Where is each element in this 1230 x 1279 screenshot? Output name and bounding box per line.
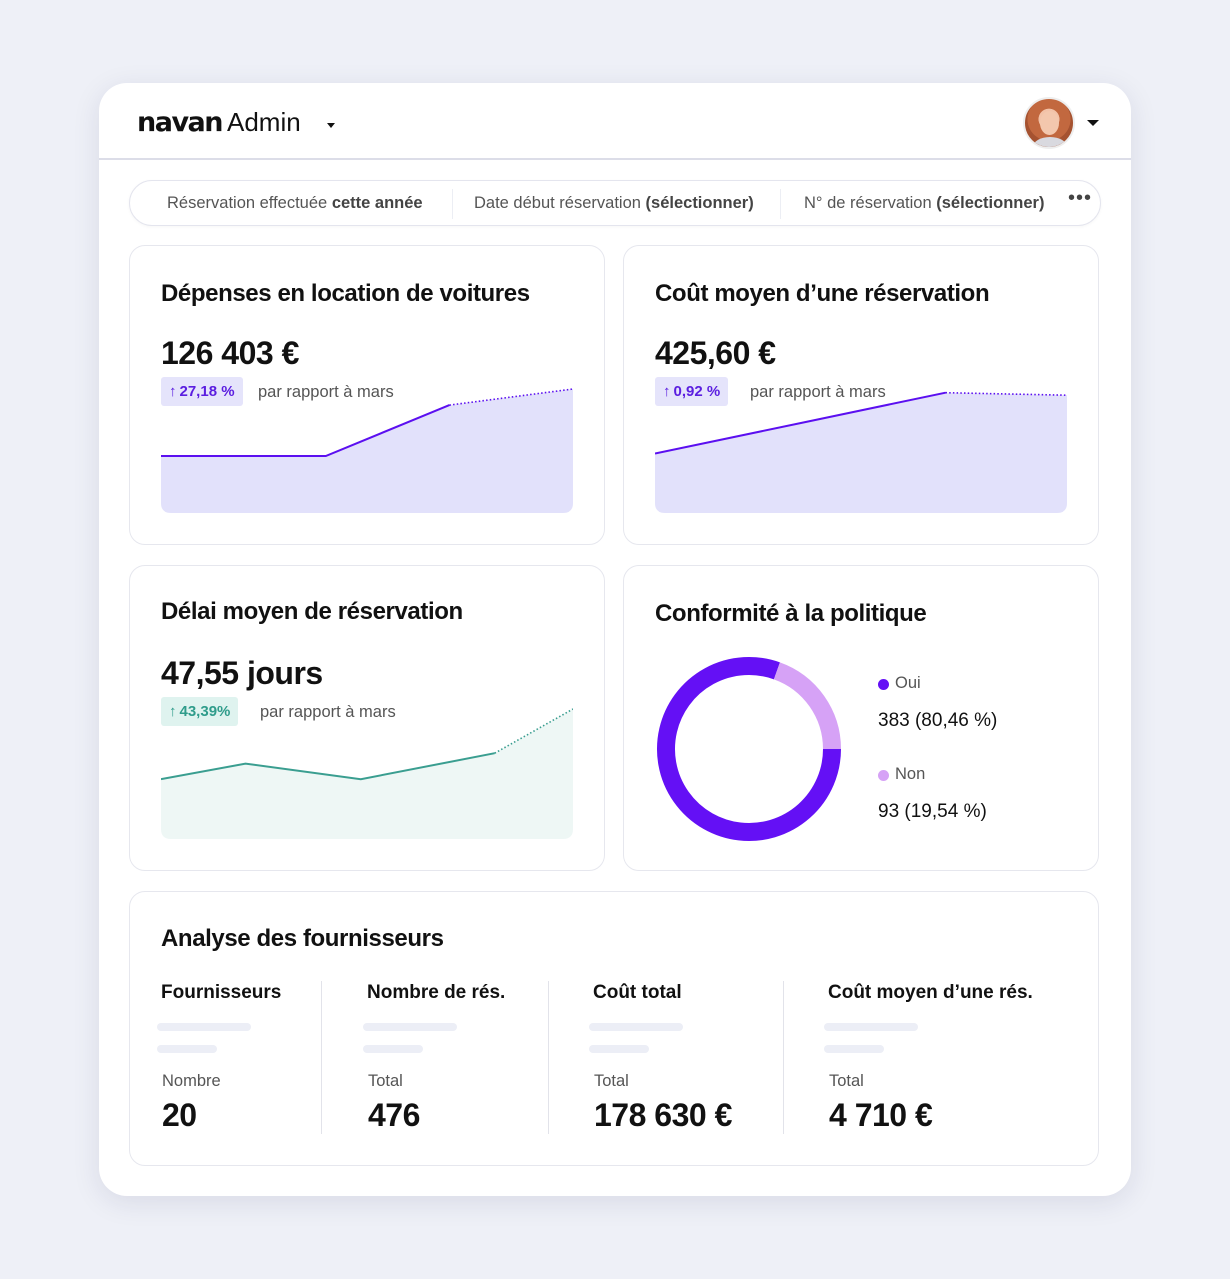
chart-area-fill: [161, 389, 573, 513]
column-sublabel: Total: [368, 1072, 403, 1090]
chart-line-actual: [161, 752, 495, 781]
arrow-up-icon: ↑: [663, 383, 671, 400]
column-header: Coût moyen d’une rés.: [828, 982, 1033, 1003]
change-value: 0,92 %: [673, 383, 721, 400]
card-avg-lead-time: Délai moyen de réservation 47,55 jours ↑…: [129, 565, 605, 871]
supplier-column-bookings: Nombre de rés. Total 476: [363, 982, 547, 1136]
legend-label-oui: Oui: [895, 674, 921, 692]
card-title: Délai moyen de réservation: [161, 598, 463, 625]
supplier-column-avg-cost: Coût moyen d’une rés. Total 4 710 €: [824, 982, 1068, 1136]
card-car-rental-spend: Dépenses en location de voitures 126 403…: [129, 245, 605, 545]
compare-label: par rapport à mars: [750, 383, 886, 401]
compare-label: par rapport à mars: [258, 383, 394, 401]
skeleton-line: [157, 1023, 251, 1031]
admin-window: navan Admin Réservation effectuée cette …: [99, 83, 1131, 1196]
chart-line-projection: [945, 391, 1067, 396]
more-icon[interactable]: •••: [1068, 187, 1093, 209]
change-badge: ↑ 43,39%: [161, 697, 239, 726]
filter-value: (sélectionner): [645, 194, 754, 212]
caret-down-icon[interactable]: [327, 123, 335, 128]
chart-area-fill: [161, 709, 573, 839]
column-value: 178 630 €: [594, 1097, 732, 1133]
chart-area-fill: [655, 392, 1067, 513]
filter-start-date[interactable]: Date début réservation (sélectionner): [474, 194, 754, 213]
column-divider: [321, 981, 322, 1134]
filter-divider: [780, 189, 781, 219]
column-header: Coût total: [593, 982, 682, 1003]
column-sublabel: Total: [829, 1072, 864, 1090]
legend-value-oui: 383 (80,46 %): [878, 710, 998, 731]
app-logo[interactable]: navan Admin: [137, 107, 301, 138]
filter-value: cette année: [331, 194, 423, 212]
legend-value-non: 93 (19,54 %): [878, 801, 987, 822]
lead-time-area-chart: [161, 708, 573, 839]
card-title: Coût moyen d’une réservation: [655, 280, 990, 307]
column-header: Fournisseurs: [161, 982, 282, 1003]
card-title: Conformité à la politique: [655, 600, 927, 627]
card-value: 126 403 €: [161, 335, 299, 371]
card-policy-compliance: Conformité à la politique Oui 383 (80,46…: [623, 565, 1099, 871]
top-bar: navan Admin: [99, 83, 1131, 160]
card-supplier-analysis: Analyse des fournisseurs Fournisseurs No…: [129, 891, 1099, 1166]
chart-line-projection: [494, 708, 573, 754]
card-value: 47,55 jours: [161, 655, 323, 691]
column-header: Nombre de rés.: [367, 982, 506, 1003]
column-value: 4 710 €: [829, 1097, 933, 1133]
compliance-donut-chart: [657, 657, 841, 841]
legend-label-non: Non: [895, 765, 926, 783]
avatar-shirt: [1033, 137, 1067, 147]
supplier-column-suppliers: Fournisseurs Nombre 20: [157, 982, 321, 1136]
change-value: 27,18 %: [179, 383, 235, 400]
navan-logo: navan: [137, 107, 223, 138]
card-avg-booking-cost: Coût moyen d’une réservation 425,60 € ↑ 0…: [623, 245, 1099, 545]
skeleton-line: [589, 1023, 683, 1031]
column-value: 20: [162, 1097, 197, 1133]
spend-area-chart: [161, 388, 573, 513]
card-title: Dépenses en location de voitures: [161, 280, 530, 307]
chart-line-actual: [161, 404, 450, 457]
change-badge: ↑ 27,18 %: [161, 377, 243, 406]
column-sublabel: Total: [594, 1072, 629, 1090]
card-title: Analyse des fournisseurs: [161, 925, 444, 952]
filter-divider: [452, 189, 453, 219]
filter-value: (sélectionner): [936, 194, 1045, 212]
filter-label: Date début réservation: [474, 194, 641, 212]
arrow-up-icon: ↑: [169, 383, 177, 400]
legend-dot-non: [878, 770, 889, 781]
user-avatar[interactable]: [1023, 97, 1075, 149]
change-badge: ↑ 0,92 %: [655, 377, 729, 406]
card-value: 425,60 €: [655, 335, 776, 371]
skeleton-line: [157, 1045, 217, 1053]
skeleton-line: [363, 1045, 423, 1053]
filter-booking-made[interactable]: Réservation effectuée cette année: [167, 194, 423, 213]
chart-line-projection: [449, 388, 573, 406]
avg-cost-area-chart: [655, 391, 1067, 513]
donut-slice-non: [773, 662, 841, 750]
skeleton-line: [363, 1023, 457, 1031]
chart-line-actual: [655, 391, 946, 455]
column-divider: [548, 981, 549, 1134]
change-value: 43,39%: [179, 703, 231, 720]
filter-booking-number[interactable]: N° de réservation (sélectionner): [804, 194, 1044, 213]
avatar-face: [1040, 111, 1059, 135]
filter-label: Réservation effectuée: [167, 194, 328, 212]
skeleton-line: [589, 1045, 649, 1053]
caret-down-icon[interactable]: [1087, 120, 1099, 126]
filter-bar: Réservation effectuée cette année Date d…: [129, 180, 1101, 226]
skeleton-line: [824, 1045, 884, 1053]
donut-slice-oui: [657, 657, 841, 841]
column-value: 476: [368, 1097, 420, 1133]
filter-label: N° de réservation: [804, 194, 932, 212]
app-label: Admin: [226, 107, 301, 137]
legend-dot-oui: [878, 679, 889, 690]
column-divider: [783, 981, 784, 1134]
compare-label: par rapport à mars: [260, 703, 396, 721]
column-sublabel: Nombre: [162, 1072, 221, 1090]
skeleton-line: [824, 1023, 918, 1031]
supplier-column-total-cost: Coût total Total 178 630 €: [589, 982, 773, 1136]
arrow-up-icon: ↑: [169, 703, 177, 720]
